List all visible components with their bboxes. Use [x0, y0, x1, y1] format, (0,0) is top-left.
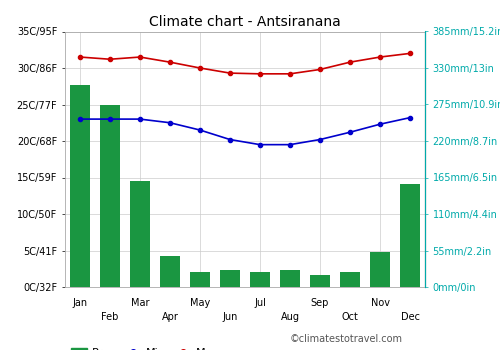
Bar [70, 85, 90, 287]
Legend: Prec, Min, Max: Prec, Min, Max [70, 348, 219, 350]
Bar [160, 256, 180, 287]
Text: Apr: Apr [162, 312, 178, 322]
Bar [400, 184, 420, 287]
Bar [220, 271, 240, 287]
Bar [370, 252, 390, 287]
Bar [310, 275, 330, 287]
Text: Dec: Dec [400, 312, 419, 322]
Bar [190, 272, 210, 287]
Bar [340, 272, 360, 287]
Text: Feb: Feb [102, 312, 118, 322]
Bar [130, 181, 150, 287]
Text: Sep: Sep [311, 298, 329, 308]
Bar [250, 272, 270, 287]
Bar [280, 271, 300, 287]
Bar [100, 105, 120, 287]
Text: Jul: Jul [254, 298, 266, 308]
Text: ©climatestotravel.com: ©climatestotravel.com [290, 334, 403, 344]
Text: Oct: Oct [342, 312, 358, 322]
Text: May: May [190, 298, 210, 308]
Text: Jan: Jan [72, 298, 88, 308]
Text: Jun: Jun [222, 312, 238, 322]
Text: Mar: Mar [131, 298, 149, 308]
Text: Aug: Aug [280, 312, 299, 322]
Text: Nov: Nov [370, 298, 390, 308]
Title: Climate chart - Antsiranana: Climate chart - Antsiranana [149, 15, 341, 29]
